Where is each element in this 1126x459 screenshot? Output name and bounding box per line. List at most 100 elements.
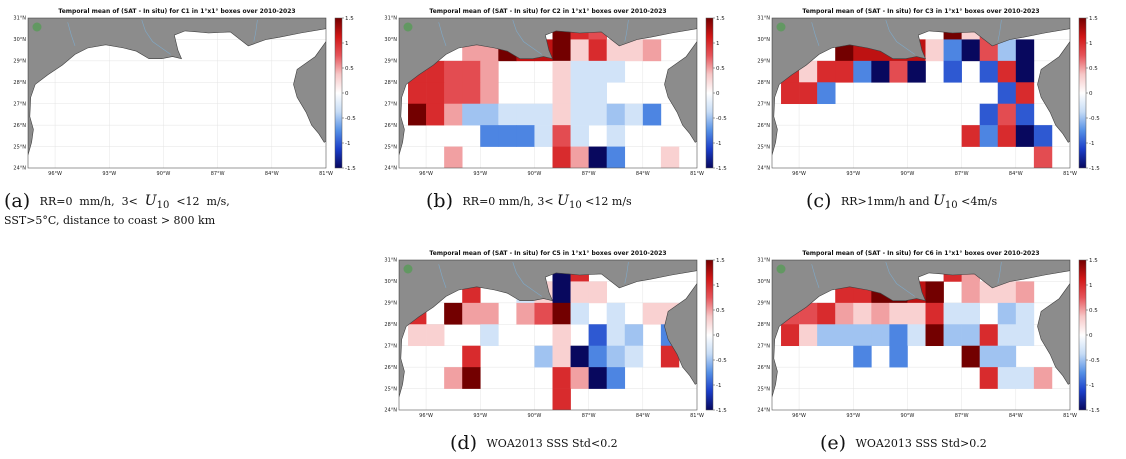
- colorbar-tick-e-3: 0: [1089, 333, 1093, 339]
- cell-c-9: [943, 39, 962, 62]
- x-tick-e-1: 93°W: [846, 413, 860, 419]
- x-tick-a-2: 90°W: [157, 171, 171, 177]
- cell-d-15: [570, 302, 589, 325]
- colorbar-tick-e-4: -0.5: [1089, 358, 1100, 364]
- cell-b-21: [588, 60, 607, 83]
- x-tick-e-0: 96°W: [792, 413, 806, 419]
- cell-c-32: [997, 103, 1017, 126]
- cell-b-52: [444, 146, 463, 168]
- caption-b-line-1: RR=0 mm/h, 3< U10 <12 m/s: [462, 193, 632, 212]
- x-tick-a-0: 96°W: [48, 171, 62, 177]
- cell-b-41: [588, 103, 607, 126]
- cell-b-39: [552, 103, 571, 126]
- cell-e-14: [817, 302, 836, 325]
- logo-mark-a: [32, 22, 42, 32]
- y-tick-c-1: 25°N: [757, 144, 770, 150]
- cell-b-42: [606, 103, 626, 126]
- river-b-1: [438, 22, 447, 46]
- river-c-1: [811, 22, 820, 46]
- x-tick-c-0: 96°W: [792, 171, 806, 177]
- y-tick-e-6: 30°N: [757, 279, 770, 285]
- colorbar-tick-b-2: 0.5: [716, 66, 725, 72]
- cell-b-34: [462, 103, 481, 126]
- colorbar-tick-a-1: 1: [345, 41, 349, 47]
- y-tick-c-2: 26°N: [757, 123, 770, 129]
- caption-d-label: (d): [450, 432, 477, 454]
- cell-d-32: [606, 345, 626, 368]
- logo-mark-c: [776, 22, 786, 32]
- cell-c-37: [1015, 125, 1035, 147]
- frame-c: [771, 17, 1071, 169]
- cell-b-31: [408, 103, 427, 126]
- cell-b-28: [552, 82, 571, 105]
- cell-e-23: [997, 302, 1017, 325]
- x-tick-b-4: 84°W: [636, 171, 650, 177]
- x-tick-e-4: 84°W: [1009, 413, 1023, 419]
- cell-d-13: [534, 302, 553, 325]
- colorbar-tick-c-0: 1.5: [1089, 16, 1098, 22]
- cell-b-38: [534, 103, 553, 126]
- x-tick-e-2: 90°W: [901, 413, 915, 419]
- y-tick-d-1: 25°N: [384, 386, 397, 392]
- y-tick-b-5: 29°N: [384, 59, 397, 65]
- cell-e-11: [1015, 281, 1035, 304]
- y-tick-e-5: 29°N: [757, 301, 770, 307]
- cell-c-26: [781, 82, 800, 105]
- cell-d-38: [570, 367, 589, 389]
- x-tick-d-5: 81°W: [690, 413, 704, 419]
- cell-b-49: [552, 125, 571, 147]
- y-tick-a-4: 28°N: [13, 80, 26, 86]
- cell-b-26: [462, 82, 481, 105]
- cell-b-36: [498, 103, 517, 126]
- colorbar-tick-c-2: 0.5: [1089, 66, 1098, 72]
- cell-d-28: [534, 345, 553, 368]
- y-tick-c-0: 24°N: [757, 166, 770, 172]
- cell-b-32: [426, 103, 445, 126]
- colorbar-tick-d-2: 0.5: [716, 308, 725, 314]
- land-florida-c: [1037, 41, 1070, 143]
- y-tick-c-4: 28°N: [757, 80, 770, 86]
- colorbar-tick-b-6: -1.5: [716, 166, 727, 172]
- cell-e-34: [943, 324, 962, 347]
- caption-a-line-1: RR=0 mm/h, 3< U10 <12 m/s,: [39, 193, 230, 212]
- cell-e-19: [907, 302, 926, 325]
- cell-e-17: [871, 302, 890, 325]
- y-tick-e-2: 26°N: [757, 365, 770, 371]
- land-florida-d: [664, 283, 697, 385]
- cell-e-36: [979, 324, 999, 347]
- panel-e: Temporal mean of (SAT - In situ) for C6 …: [750, 248, 1110, 426]
- cell-c-19: [871, 60, 890, 83]
- colorbar-tick-e-5: -1: [1089, 383, 1094, 389]
- cell-e-26: [799, 324, 818, 347]
- cell-d-24: [606, 324, 626, 347]
- cell-d-20: [426, 324, 445, 347]
- cell-b-50: [570, 125, 589, 147]
- colorbar-e: [1078, 259, 1087, 411]
- cell-c-24: [997, 60, 1017, 83]
- cell-d-41: [552, 388, 571, 410]
- x-tick-d-1: 93°W: [473, 413, 487, 419]
- colorbar-tick-e-1: 1: [1089, 283, 1093, 289]
- colorbar-tick-d-3: 0: [716, 333, 720, 339]
- cell-d-21: [480, 324, 499, 347]
- map-area-b: [399, 18, 697, 168]
- cell-e-27: [817, 324, 836, 347]
- cell-c-36: [997, 125, 1017, 147]
- caption-b: (b) RR=0 mm/h, 3< U10 <12 m/s: [426, 192, 726, 213]
- cell-e-40: [889, 345, 908, 368]
- land-mainland-e: [772, 260, 1070, 398]
- y-tick-e-7: 31°N: [757, 258, 770, 264]
- map-area-c: [772, 18, 1070, 168]
- y-tick-e-3: 27°N: [757, 343, 770, 349]
- cell-c-22: [943, 60, 962, 83]
- cell-b-55: [588, 146, 607, 168]
- cell-c-25: [1015, 60, 1035, 83]
- colorbar-tick-b-5: -1: [716, 141, 721, 147]
- cell-c-30: [1015, 82, 1035, 105]
- river-c-2: [997, 20, 1002, 42]
- cell-b-56: [606, 146, 626, 168]
- colorbar-tick-c-1: 1: [1089, 41, 1093, 47]
- cell-b-45: [480, 125, 499, 147]
- y-tick-d-0: 24°N: [384, 408, 397, 414]
- cell-b-29: [570, 82, 589, 105]
